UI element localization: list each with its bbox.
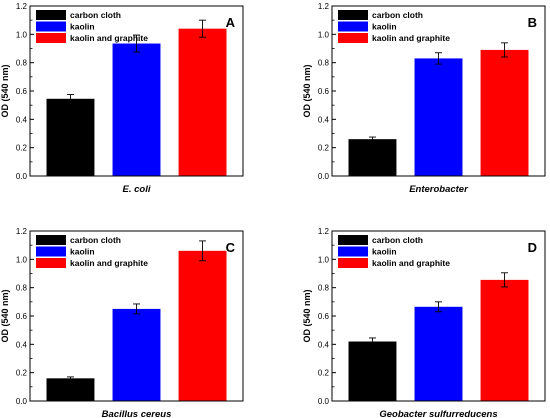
bar-kaolin-and-graphite bbox=[178, 28, 227, 177]
bar-carbon-cloth bbox=[46, 98, 95, 176]
panel-letter: C bbox=[226, 240, 236, 255]
legend-swatch-carbon-cloth bbox=[36, 235, 66, 245]
y-tick-label: 0.4 bbox=[16, 115, 28, 124]
bar-carbon-cloth bbox=[46, 378, 95, 401]
y-axis-label: OD (540 nm) bbox=[302, 289, 312, 342]
error-bar-carbon-cloth bbox=[368, 337, 376, 346]
legend-swatch-kaolin-and-graphite bbox=[338, 33, 368, 43]
y-tick-label: 1.2 bbox=[16, 227, 28, 236]
y-tick-label: 0.2 bbox=[16, 144, 28, 153]
legend-label-carbon-cloth: carbon cloth bbox=[372, 235, 423, 245]
y-tick-label: 0.6 bbox=[16, 312, 28, 321]
bar-kaolin bbox=[414, 58, 463, 176]
y-tick-label: 0.2 bbox=[318, 369, 330, 378]
y-tick-label: 0.6 bbox=[318, 312, 330, 321]
y-tick-label: 0.6 bbox=[16, 87, 28, 96]
legend-swatch-kaolin bbox=[338, 246, 368, 257]
error-bar-kaolin-and-graphite bbox=[501, 272, 509, 288]
legend-label-carbon-cloth: carbon cloth bbox=[70, 235, 121, 245]
y-tick-label: 1.0 bbox=[16, 255, 28, 264]
x-axis-label: Enterobacter bbox=[409, 184, 469, 195]
y-tick-label: 1.2 bbox=[16, 2, 28, 11]
panel-letter: B bbox=[528, 15, 537, 30]
bar-kaolin bbox=[112, 43, 161, 176]
error-bar-kaolin bbox=[133, 303, 140, 315]
legend-swatch-kaolin bbox=[338, 21, 368, 32]
legend-swatch-kaolin-and-graphite bbox=[36, 258, 66, 268]
y-tick-label: 1.2 bbox=[318, 2, 330, 11]
error-bar-kaolin bbox=[435, 301, 442, 313]
x-axis-label: E. coli bbox=[123, 184, 151, 195]
x-axis-label: Bacillus cereus bbox=[102, 409, 172, 418]
bar-kaolin bbox=[414, 306, 463, 401]
y-tick-label: 0.4 bbox=[318, 115, 330, 124]
y-tick-label: 1.0 bbox=[318, 255, 330, 264]
legend-swatch-kaolin-and-graphite bbox=[338, 258, 368, 268]
error-bar-kaolin-and-graphite bbox=[199, 19, 207, 38]
legend-swatch-kaolin-and-graphite bbox=[36, 33, 66, 43]
y-axis-label: OD (540 nm) bbox=[302, 64, 312, 117]
chart-panel-b: 0.0 0.2 0.4 0.6 0.8 1.0 1.2 OD (540 nm) Enteroba… bbox=[302, 2, 546, 195]
panel-letter: D bbox=[528, 240, 537, 255]
y-tick-label: 0.8 bbox=[318, 284, 330, 293]
y-tick-label: 0.0 bbox=[318, 397, 330, 406]
y-tick-label: 1.0 bbox=[318, 30, 330, 39]
y-tick-label: 0.8 bbox=[16, 284, 28, 293]
error-bar-kaolin bbox=[435, 52, 442, 65]
error-bar-carbon-cloth bbox=[66, 376, 74, 381]
legend-label-kaolin: kaolin bbox=[372, 22, 397, 32]
bar-kaolin bbox=[112, 308, 161, 401]
legend-label-kaolin: kaolin bbox=[70, 22, 95, 32]
legend-swatch-carbon-cloth bbox=[338, 235, 368, 245]
legend-label-kaolin-and-graphite: kaolin and graphite bbox=[372, 258, 450, 268]
legend-swatch-kaolin bbox=[36, 246, 66, 257]
y-axis-label: OD (540 nm) bbox=[0, 64, 10, 117]
error-bar-carbon-cloth bbox=[66, 94, 74, 104]
y-tick-label: 0.4 bbox=[16, 340, 28, 349]
legend-label-kaolin-and-graphite: kaolin and graphite bbox=[70, 33, 148, 43]
bar-kaolin-and-graphite bbox=[480, 279, 529, 402]
y-tick-label: 0.2 bbox=[16, 369, 28, 378]
legend-label-kaolin-and-graphite: kaolin and graphite bbox=[372, 33, 450, 43]
error-bar-kaolin-and-graphite bbox=[199, 240, 207, 262]
legend-swatch-kaolin bbox=[36, 21, 66, 32]
legend-label-kaolin-and-graphite: kaolin and graphite bbox=[70, 258, 148, 268]
y-tick-label: 1.0 bbox=[16, 30, 28, 39]
y-tick-label: 0.4 bbox=[318, 340, 330, 349]
legend-label-carbon-cloth: carbon cloth bbox=[372, 10, 423, 20]
chart-panel-c: 0.0 0.2 0.4 0.6 0.8 1.0 1.2 OD (540 nm) Bacillus… bbox=[0, 227, 244, 418]
bar-carbon-cloth bbox=[348, 341, 397, 401]
legend-label-kaolin: kaolin bbox=[70, 247, 95, 257]
y-tick-label: 0.6 bbox=[318, 87, 330, 96]
y-tick-label: 1.2 bbox=[318, 227, 330, 236]
legend-swatch-carbon-cloth bbox=[36, 10, 66, 20]
x-axis-label: Geobacter sulfurreducens bbox=[379, 409, 497, 418]
legend-swatch-carbon-cloth bbox=[338, 10, 368, 20]
error-bar-carbon-cloth bbox=[368, 136, 376, 142]
chart-panel-a: 0.0 0.2 0.4 0.6 0.8 1.0 1.2 OD (540 nm) E. coli A… bbox=[0, 2, 244, 195]
bar-carbon-cloth bbox=[348, 139, 397, 176]
y-tick-label: 0.0 bbox=[16, 172, 28, 181]
bar-kaolin-and-graphite bbox=[178, 250, 227, 401]
error-bar-kaolin bbox=[133, 34, 140, 53]
y-tick-label: 0.2 bbox=[318, 144, 330, 153]
y-tick-label: 0.8 bbox=[318, 59, 330, 68]
y-tick-label: 0.8 bbox=[16, 59, 28, 68]
panel-letter: A bbox=[226, 15, 236, 30]
legend-label-carbon-cloth: carbon cloth bbox=[70, 10, 121, 20]
y-tick-label: 0.0 bbox=[16, 397, 28, 406]
legend-label-kaolin: kaolin bbox=[372, 247, 397, 257]
y-tick-label: 0.0 bbox=[318, 172, 330, 181]
bar-kaolin-and-graphite bbox=[480, 49, 529, 176]
y-axis-label: OD (540 nm) bbox=[0, 289, 10, 342]
error-bar-kaolin-and-graphite bbox=[501, 42, 509, 58]
chart-panel-d: 0.0 0.2 0.4 0.6 0.8 1.0 1.2 OD (540 nm) Geobacte… bbox=[302, 227, 546, 418]
